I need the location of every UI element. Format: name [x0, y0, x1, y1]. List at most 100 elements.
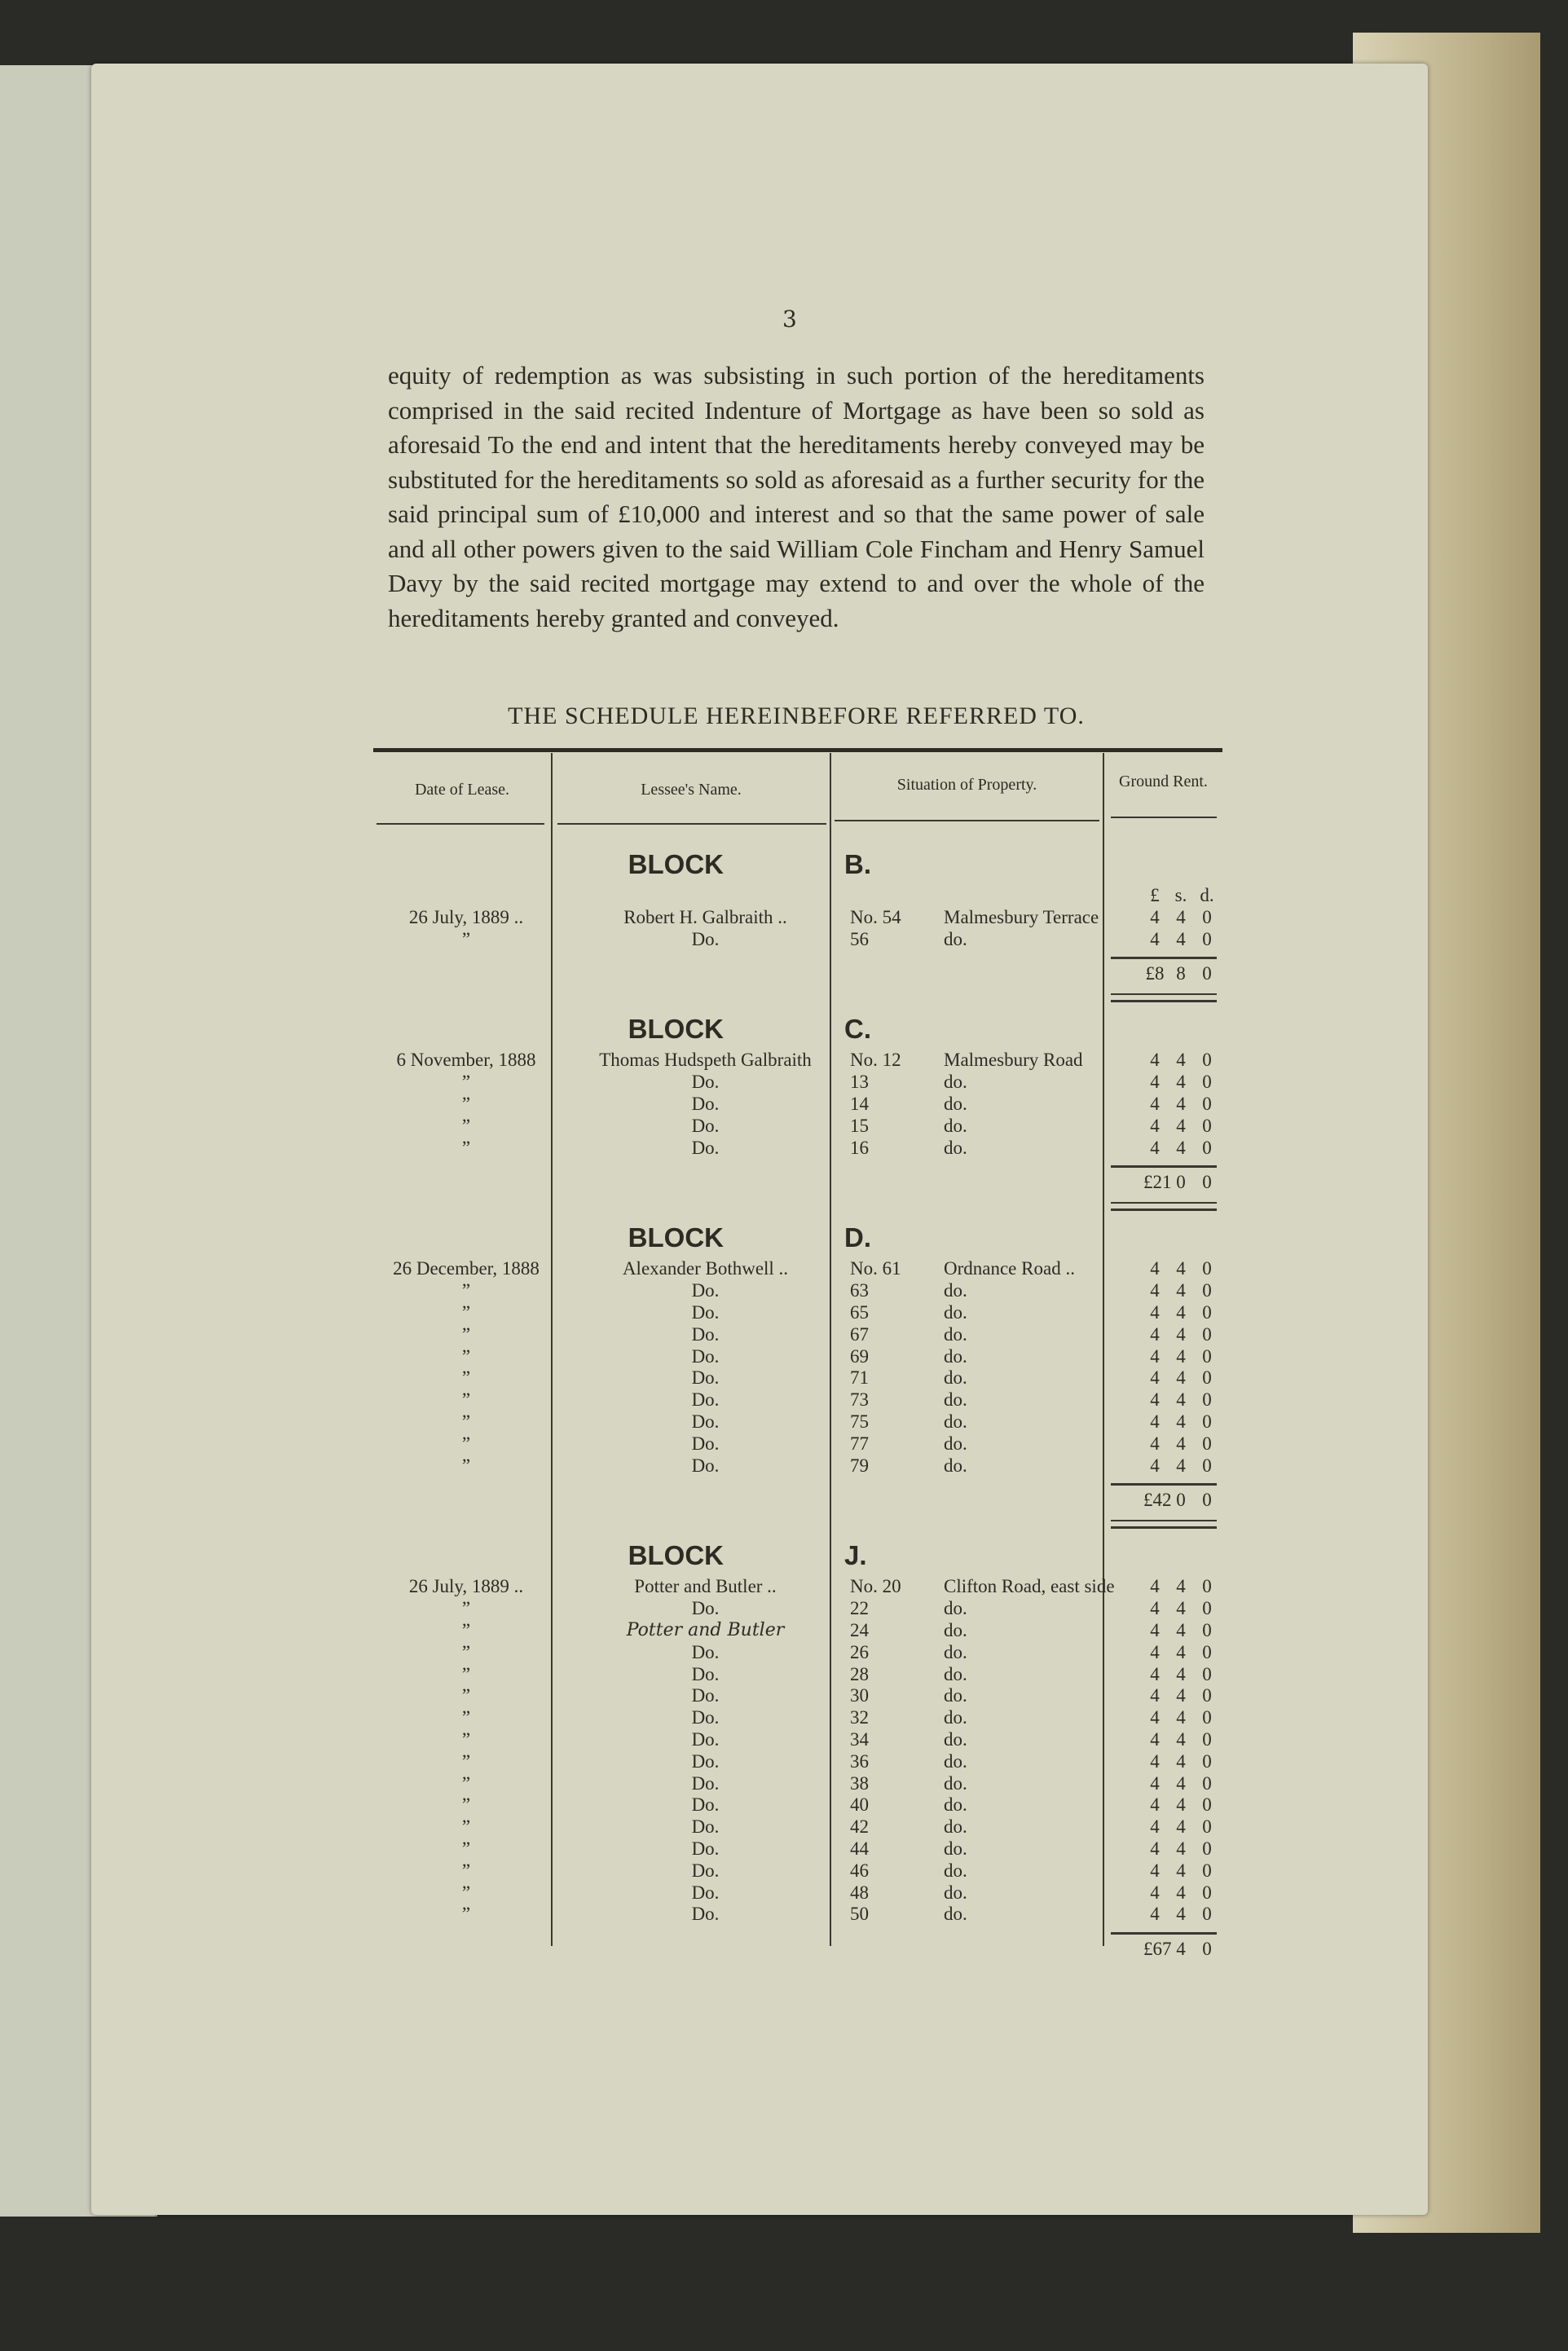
total-amount: 4 — [1176, 1939, 1186, 1960]
rent-unit: d. — [1200, 885, 1214, 905]
property-number: 77 — [850, 1433, 869, 1454]
rent-amount: 4 — [1150, 1072, 1160, 1093]
rent-amount: 4 — [1176, 1619, 1186, 1640]
rent-amount: 4 — [1150, 1050, 1160, 1071]
rent-amount: 4 — [1150, 1794, 1160, 1816]
lease-date: ” — [461, 1455, 471, 1476]
rent-amount: 4 — [1176, 1728, 1186, 1750]
rent-amount: 4 — [1150, 1641, 1160, 1662]
block-heading: BLOCK J. — [373, 1529, 1222, 1576]
rent-unit: s. — [1174, 885, 1187, 905]
rent-amount: 4 — [1150, 1433, 1160, 1454]
table-row: ” Do. 65 do. 4 4 0 — [373, 1302, 1222, 1324]
lessee-name: Do. — [691, 1860, 720, 1881]
property-place: Malmesbury Terrace — [944, 906, 1099, 927]
table-row: ” Do. 16 do. 4 4 0 — [373, 1138, 1222, 1160]
rent-amount: 4 — [1176, 1576, 1186, 1597]
table-row: ” Do. 38 do. 4 4 0 — [373, 1773, 1222, 1795]
total-amount: 0 — [1202, 1172, 1212, 1193]
property-number: 30 — [850, 1685, 869, 1706]
rent-amount: 4 — [1150, 1619, 1160, 1640]
rent-amount: 4 — [1150, 1598, 1160, 1619]
total-amount: 0 — [1202, 1939, 1212, 1960]
table-row: ” Do. 32 do. 4 4 0 — [373, 1707, 1222, 1729]
property-number: 22 — [850, 1598, 869, 1619]
property-place: do. — [944, 1685, 967, 1706]
rent-amount: 4 — [1176, 1389, 1186, 1411]
lessee-name: Do. — [691, 1367, 720, 1389]
block-letter: B. — [844, 849, 871, 879]
property-number: No. 12 — [850, 1050, 901, 1071]
lease-date: ” — [461, 1838, 471, 1859]
property-place: do. — [944, 1816, 967, 1838]
property-number: 15 — [850, 1115, 869, 1136]
block-label: BLOCK — [628, 1222, 724, 1253]
total-rule — [1111, 1483, 1217, 1486]
property-place: do. — [944, 1619, 967, 1640]
property-place: do. — [944, 1389, 967, 1411]
rent-unit: £ — [1150, 885, 1160, 905]
lessee-name: Do. — [691, 1115, 720, 1136]
table-row: ” Do. 48 do. 4 4 0 — [373, 1882, 1222, 1904]
lessee-name: Do. — [691, 1663, 720, 1684]
block-total: £67 4 0 — [1143, 1935, 1218, 1964]
lease-date: ” — [461, 1301, 471, 1323]
lease-date: ” — [461, 1323, 471, 1345]
lessee-name: Alexander Bothwell .. — [622, 1258, 789, 1279]
lease-date: ” — [461, 1115, 471, 1136]
block-total-row: £42 0 0 — [373, 1486, 1222, 1515]
property-number: 28 — [850, 1663, 869, 1684]
rent-amount: 0 — [1202, 1619, 1212, 1640]
table-row: ” Do. 50 do. 4 4 0 — [373, 1904, 1222, 1926]
lease-date: ” — [461, 1433, 471, 1454]
double-rule — [1111, 1202, 1217, 1212]
total-rule — [1111, 957, 1217, 960]
rent-amount: 4 — [1150, 1772, 1160, 1794]
lessee-name: Potter and Butler .. — [634, 1576, 777, 1597]
lease-date: ” — [461, 1093, 471, 1114]
property-place: do. — [944, 1663, 967, 1684]
table-row: 6 November, 1888 Thomas Hudspeth Galbrait… — [373, 1050, 1222, 1072]
total-amount: 0 — [1202, 1490, 1212, 1511]
table-row: 26 July, 1889 .. Robert H. Galbraith .. No… — [373, 907, 1222, 929]
property-place: do. — [944, 1455, 967, 1476]
table-row: ” Do. 28 do. 4 4 0 — [373, 1664, 1222, 1686]
double-rule — [1111, 1520, 1217, 1530]
table-row: ” Do. 42 do. 4 4 0 — [373, 1816, 1222, 1838]
rent-amount: 4 — [1176, 1750, 1186, 1772]
block-heading: BLOCK B. — [373, 838, 1222, 885]
rent-amount: 0 — [1202, 1750, 1212, 1772]
rent-amount: 0 — [1202, 1258, 1212, 1279]
lease-date: ” — [461, 1411, 471, 1432]
table-row: ” Do. 40 do. 4 4 0 — [373, 1794, 1222, 1816]
lease-date: ” — [461, 1641, 471, 1662]
total-rule — [1111, 1165, 1217, 1169]
rent-amount: 0 — [1202, 1904, 1212, 1925]
property-number: 75 — [850, 1411, 869, 1432]
rent-amount: 4 — [1150, 1750, 1160, 1772]
rent-amount: 0 — [1202, 1707, 1212, 1728]
property-place: do. — [944, 1838, 967, 1859]
rent-amount: 0 — [1202, 1685, 1212, 1706]
lessee-name: Do. — [691, 1707, 720, 1728]
lease-date: ” — [461, 1904, 471, 1925]
rent-amount: 4 — [1150, 1576, 1160, 1597]
rent-amount: 4 — [1176, 1367, 1186, 1389]
property-place: do. — [944, 1794, 967, 1816]
property-number: 69 — [850, 1345, 869, 1367]
rent-amount: 4 — [1176, 1794, 1186, 1816]
property-place: do. — [944, 928, 967, 949]
total-amount: £8 — [1145, 963, 1165, 984]
table-row: ” Do. 77 do. 4 4 0 — [373, 1433, 1222, 1455]
rent-amount: 0 — [1202, 1093, 1212, 1114]
rent-amount: 4 — [1176, 1301, 1186, 1323]
